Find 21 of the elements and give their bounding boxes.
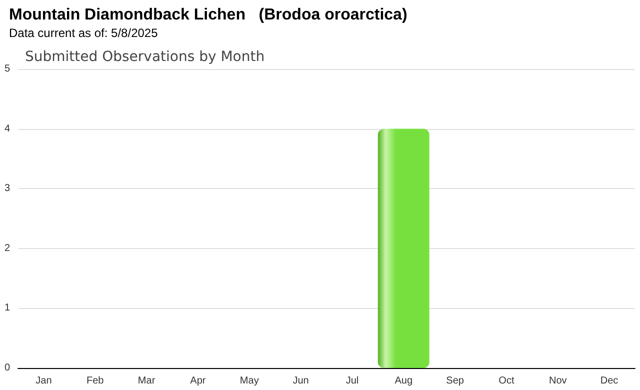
x-tick-label: Jul <box>346 376 359 386</box>
x-tick-label: Aug <box>394 376 413 386</box>
y-tick-label: 5 <box>4 64 10 74</box>
x-tick-label: May <box>240 376 259 386</box>
y-tick-label: 3 <box>4 183 10 194</box>
y-tick-label: 4 <box>4 123 10 134</box>
chart-title: Mountain Diamondback Lichen (Brodoa oroarctica) <box>9 6 408 24</box>
y-tick-label: 0 <box>4 362 10 374</box>
x-tick-label: Jun <box>292 376 309 386</box>
x-tick-label: Dec <box>600 376 618 386</box>
y-tick-label: 2 <box>4 242 10 254</box>
y-tick-label: 1 <box>4 302 10 314</box>
x-tick-label: Nov <box>548 376 567 386</box>
x-tick-label: Oct <box>498 376 514 386</box>
text: Submitted Observations by Month <box>25 49 265 65</box>
x-tick-label: Sep <box>446 376 464 386</box>
x-tick-label: Apr <box>190 376 206 386</box>
chart-subtitle: Data current as of: 5/8/2025 <box>9 26 158 40</box>
x-tick-label: Feb <box>86 376 104 386</box>
x-tick-label: Mar <box>138 376 156 386</box>
x-tick-label: Jan <box>36 376 52 386</box>
